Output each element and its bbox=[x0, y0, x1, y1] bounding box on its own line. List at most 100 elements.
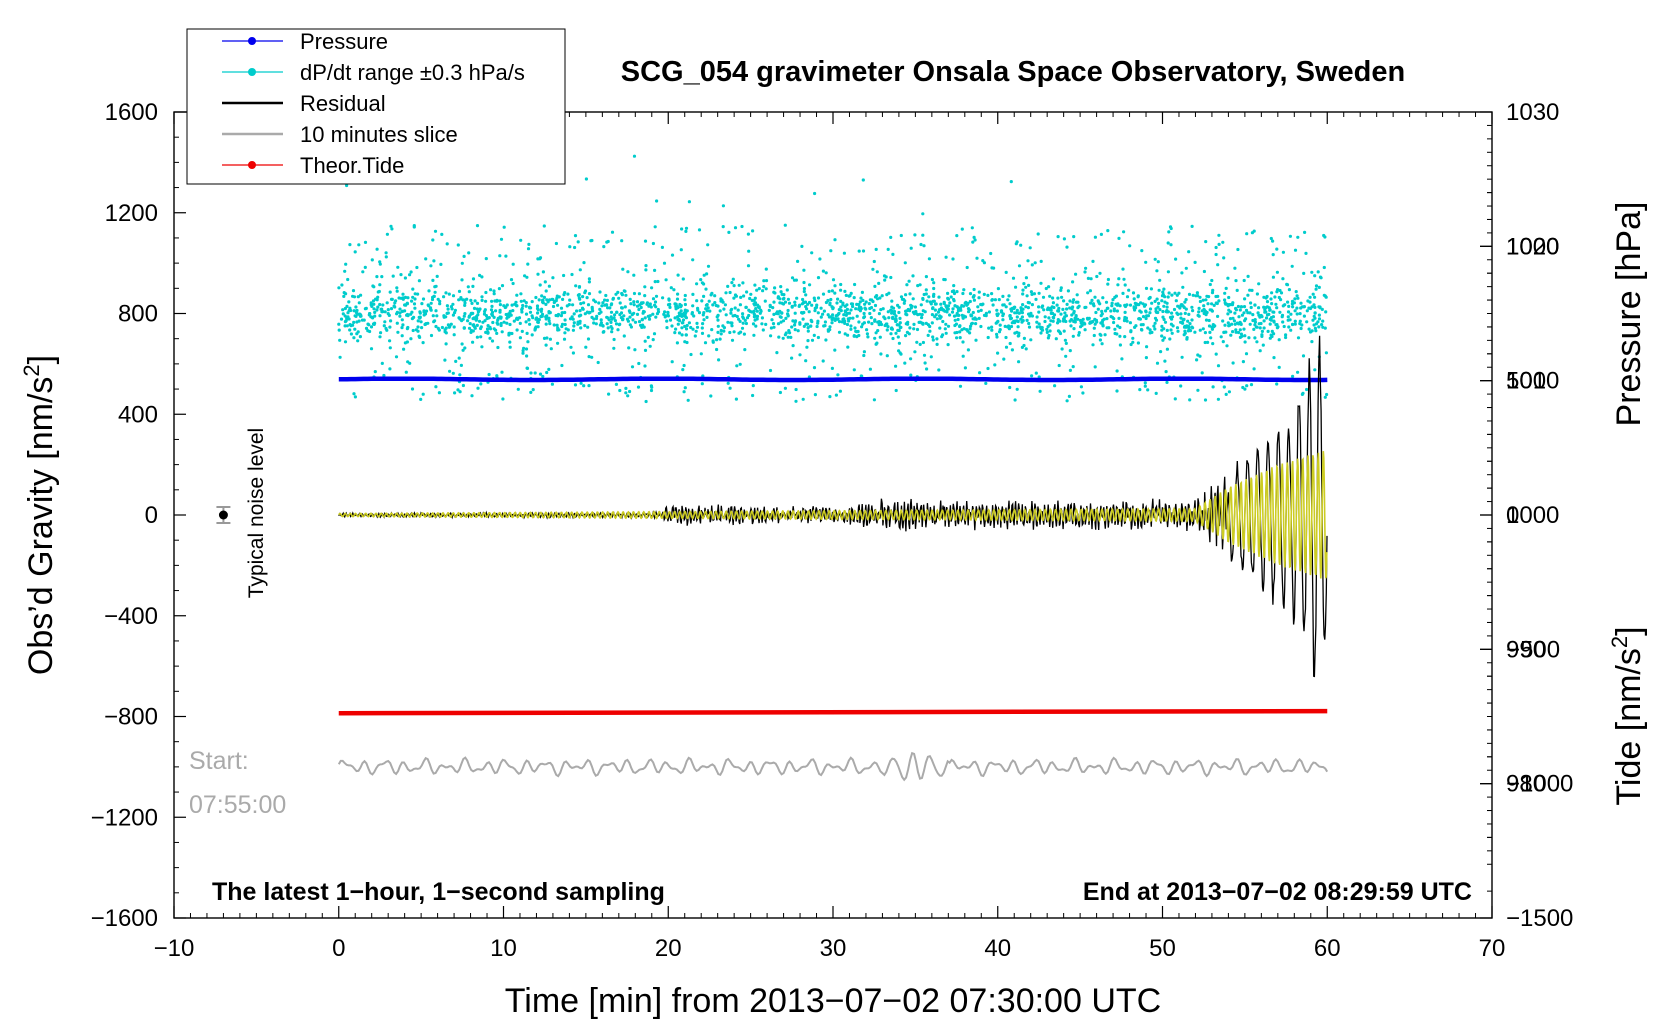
dpdt-point bbox=[1148, 307, 1153, 311]
dpdt-point bbox=[353, 395, 357, 399]
dpdt-point bbox=[476, 386, 480, 390]
dpdt-point bbox=[1211, 288, 1215, 292]
dpdt-point bbox=[927, 257, 932, 261]
dpdt-point bbox=[446, 307, 450, 311]
dpdt-point bbox=[795, 296, 799, 300]
dpdt-point bbox=[1270, 329, 1274, 333]
dpdt-point bbox=[1110, 304, 1114, 308]
dpdt-point bbox=[681, 368, 685, 372]
dpdt-point bbox=[1071, 365, 1075, 369]
dpdt-point bbox=[730, 338, 735, 342]
dpdt-point bbox=[1138, 388, 1142, 392]
dpdt-point bbox=[1242, 327, 1246, 331]
dpdt-point bbox=[728, 330, 732, 335]
dpdt-point bbox=[730, 324, 734, 328]
dpdt-point bbox=[1166, 295, 1170, 299]
dpdt-point bbox=[1136, 295, 1140, 299]
dpdt-point bbox=[395, 286, 399, 290]
dpdt-point bbox=[619, 311, 624, 315]
dpdt-point bbox=[961, 291, 965, 296]
dpdt-point bbox=[894, 314, 898, 318]
dpdt-point bbox=[587, 280, 592, 284]
dpdt-point bbox=[345, 304, 349, 308]
dpdt-point bbox=[349, 332, 353, 336]
dpdt-point bbox=[1065, 399, 1069, 403]
dpdt-point bbox=[567, 303, 571, 307]
dpdt-point bbox=[897, 341, 902, 345]
dpdt-point bbox=[492, 315, 496, 319]
dpdt-point bbox=[1194, 294, 1198, 298]
dpdt-point bbox=[589, 239, 593, 243]
dpdt-point bbox=[597, 311, 601, 316]
dpdt-point bbox=[735, 314, 739, 319]
dpdt-point bbox=[393, 305, 397, 309]
dpdt-point bbox=[829, 315, 833, 319]
dpdt-point bbox=[995, 308, 999, 312]
dpdt-point bbox=[996, 287, 1001, 291]
dpdt-point bbox=[1197, 306, 1201, 310]
dpdt-point bbox=[911, 310, 916, 314]
pressure-tick-label: 1020 bbox=[1506, 233, 1559, 260]
footer-right-text: End at 2013−07−02 08:29:59 UTC bbox=[1083, 878, 1472, 906]
dpdt-point bbox=[1128, 321, 1132, 325]
dpdt-point bbox=[944, 255, 948, 259]
dpdt-point bbox=[831, 316, 835, 320]
dpdt-point bbox=[1109, 309, 1113, 313]
dpdt-point bbox=[704, 307, 708, 311]
dpdt-point bbox=[379, 331, 383, 335]
dpdt-point bbox=[439, 262, 443, 266]
dpdt-point bbox=[581, 295, 585, 299]
dpdt-point bbox=[1091, 343, 1095, 347]
dpdt-point bbox=[445, 311, 449, 315]
dpdt-point bbox=[1269, 333, 1273, 337]
dpdt-point bbox=[904, 334, 908, 338]
dpdt-point bbox=[753, 314, 758, 318]
dpdt-point bbox=[855, 314, 859, 318]
dpdt-point bbox=[833, 291, 837, 295]
dpdt-point bbox=[855, 335, 859, 339]
pressure-tick-label: 990 bbox=[1506, 636, 1546, 663]
dpdt-point bbox=[754, 324, 758, 328]
dpdt-point bbox=[724, 291, 728, 295]
dpdt-point bbox=[1313, 274, 1317, 278]
dpdt-point bbox=[982, 261, 987, 265]
dpdt-point bbox=[1165, 347, 1169, 351]
y-axis-label-left: Obs’d Gravity [nm/s2] bbox=[19, 355, 60, 675]
dpdt-point bbox=[1197, 314, 1201, 318]
dpdt-point bbox=[520, 310, 524, 314]
dpdt-point bbox=[607, 392, 611, 396]
dpdt-point bbox=[508, 312, 512, 316]
dpdt-point bbox=[699, 278, 703, 282]
dpdt-point bbox=[706, 243, 710, 247]
dpdt-point bbox=[806, 329, 810, 333]
dpdt-point bbox=[1303, 230, 1307, 234]
dpdt-point bbox=[684, 327, 689, 331]
dpdt-point bbox=[616, 290, 620, 294]
dpdt-point bbox=[737, 331, 741, 335]
dpdt-point bbox=[683, 386, 687, 390]
dpdt-point bbox=[645, 302, 649, 306]
dpdt-point bbox=[1033, 261, 1037, 265]
dpdt-point bbox=[444, 326, 448, 330]
dpdt-point bbox=[1002, 357, 1006, 361]
dpdt-point bbox=[461, 383, 465, 388]
dpdt-point bbox=[1056, 329, 1061, 333]
dpdt-point bbox=[845, 311, 850, 315]
dpdt-point bbox=[996, 351, 1000, 355]
dpdt-point bbox=[1153, 321, 1157, 325]
dpdt-point bbox=[1321, 325, 1325, 329]
dpdt-point bbox=[586, 337, 591, 341]
dpdt-point bbox=[1259, 321, 1263, 326]
dpdt-point bbox=[1143, 384, 1147, 388]
dpdt-point bbox=[471, 277, 476, 281]
dpdt-point bbox=[875, 270, 879, 274]
dpdt-point bbox=[747, 249, 751, 253]
legend-marker bbox=[248, 68, 256, 76]
dpdt-point bbox=[779, 320, 783, 324]
dpdt-point bbox=[563, 322, 567, 327]
dpdt-outlier-point bbox=[861, 178, 865, 182]
dpdt-point bbox=[461, 317, 465, 321]
dpdt-point bbox=[1257, 282, 1261, 286]
